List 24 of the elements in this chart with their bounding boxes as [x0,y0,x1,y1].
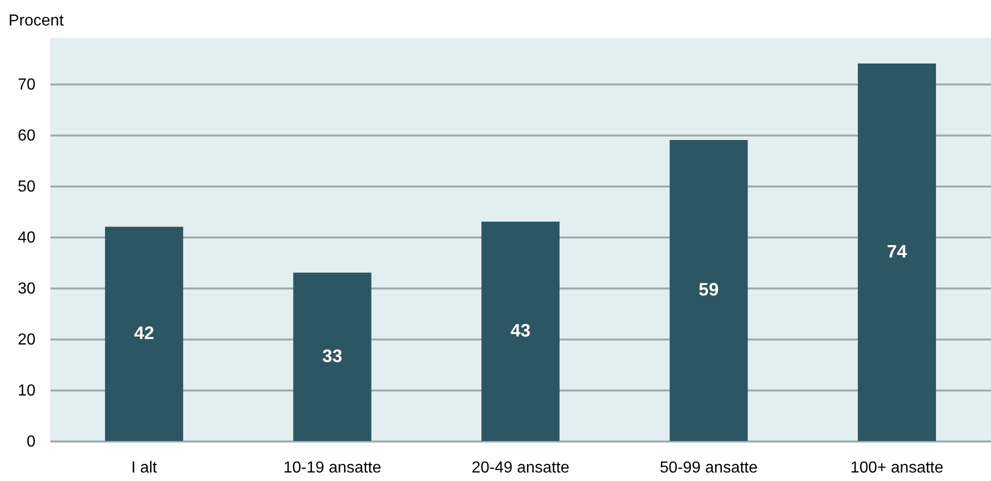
x-tick-label: 100+ ansatte [850,460,944,476]
y-axis-title: Procent [8,12,64,30]
y-tick-label: 60 [18,127,36,144]
x-tick-label: I alt [131,460,158,476]
bar [293,272,372,441]
y-tick-label: 30 [18,280,36,298]
y-tick-label: 10 [18,382,36,400]
data-label: 42 [134,322,154,343]
x-tick-label: 50-99 ansatte [660,460,758,476]
y-tick-label: 20 [18,331,36,348]
data-label: 33 [322,346,342,366]
x-tick-label: 20-49 ansatte [472,460,570,476]
bar [670,140,748,441]
data-label: 59 [698,280,719,300]
y-tick-label: 40 [18,229,36,246]
bar [481,222,560,441]
bar [105,226,184,441]
bar [858,64,936,441]
data-label: 74 [886,241,907,262]
y-tick-label: 70 [18,76,36,94]
y-tick-label: 0 [26,434,36,450]
data-label: 43 [510,320,531,340]
y-tick-label: 50 [18,178,36,196]
x-tick-label: 10-19 ansatte [283,460,382,476]
